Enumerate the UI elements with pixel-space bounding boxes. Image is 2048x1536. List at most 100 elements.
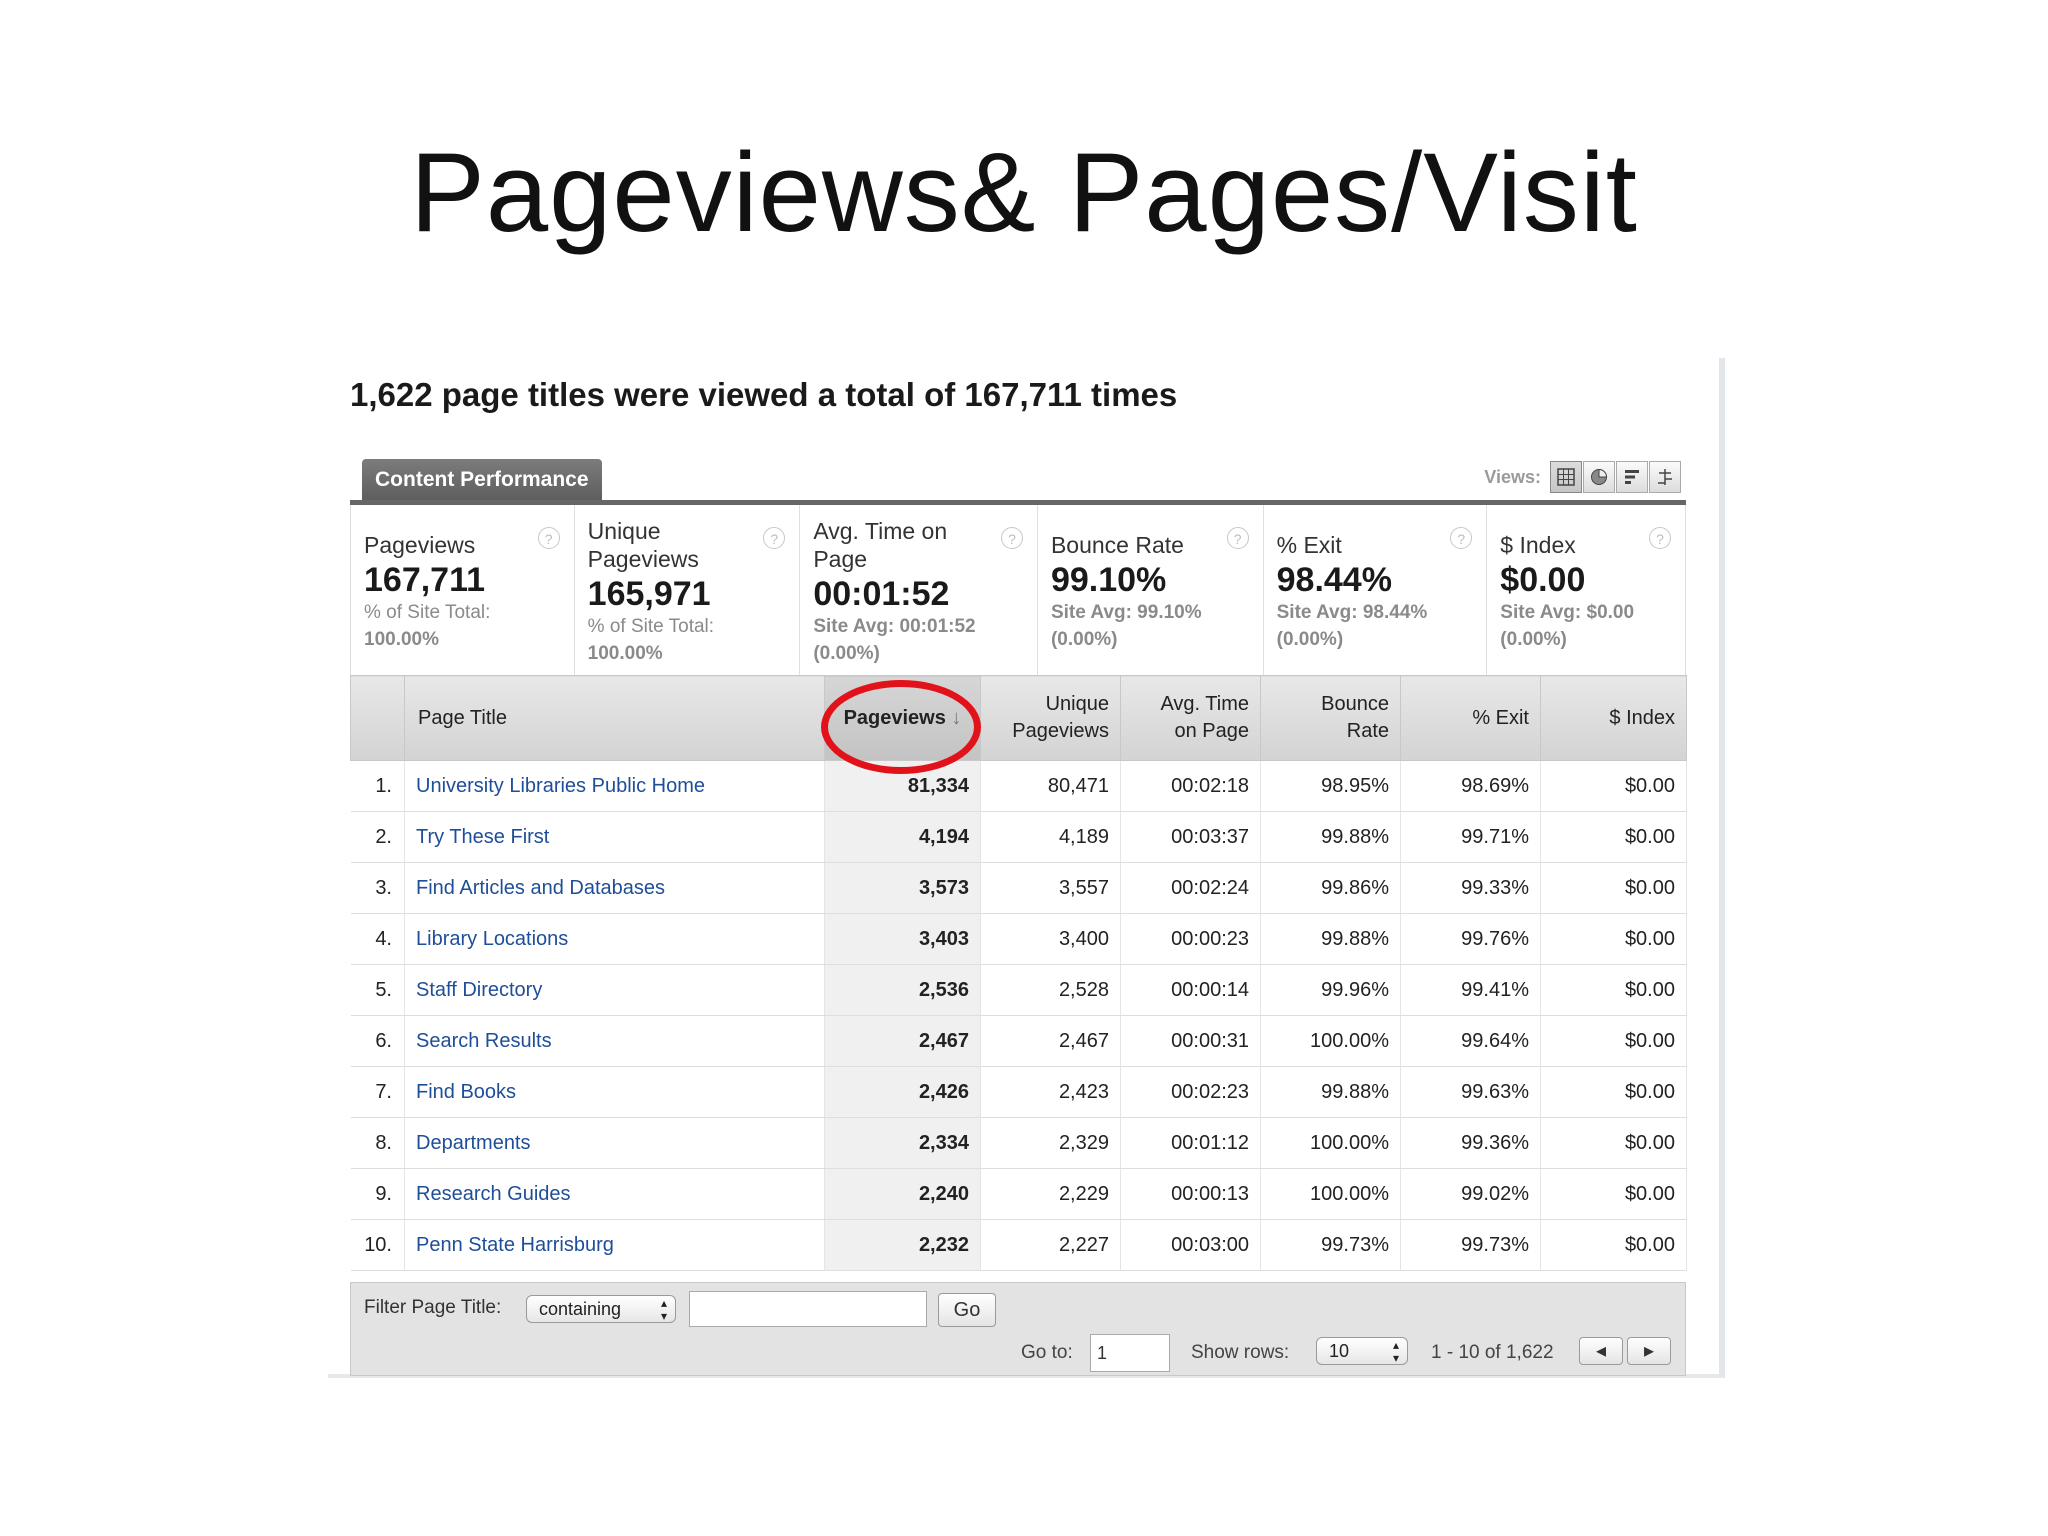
next-page-button[interactable]: ▸	[1627, 1337, 1671, 1365]
cell-index: $0.00	[1540, 811, 1687, 863]
row-index: 2.	[350, 811, 405, 863]
pie-view-icon[interactable]	[1583, 461, 1615, 493]
row-index: 5.	[350, 964, 405, 1016]
table-footer: Filter Page Title: containing ▴ ▾ Go Go t…	[350, 1282, 1686, 1376]
metric-unique-pageviews: Unique Pageviews 165,971 % of Site Total…	[575, 505, 801, 675]
metric-value: 99.10%	[1050, 561, 1167, 599]
show-rows-label: Show rows:	[1191, 1342, 1290, 1363]
metric-label: % Exit	[1276, 532, 1342, 558]
table-row: 6. Search Results 2,467 2,467 00:00:31 100.00…	[350, 1015, 1687, 1067]
cell-exit: 99.64%	[1400, 1015, 1541, 1067]
cell-index: $0.00	[1540, 1015, 1687, 1067]
metric-label: Bounce Rate	[1050, 532, 1184, 558]
page-title-link[interactable]: Find Articles and Databases	[416, 876, 666, 899]
cell-bounce-rate: 99.88%	[1260, 811, 1401, 863]
row-index: 6.	[350, 1015, 405, 1067]
filter-input[interactable]	[689, 1291, 927, 1327]
help-icon[interactable]: ?	[537, 527, 560, 549]
help-icon[interactable]: ?	[1649, 527, 1671, 549]
metric-sub: (0.00%)	[1050, 629, 1118, 650]
table-header-row: Page Title Pageviews ↓ Unique Pageviews …	[350, 675, 1687, 761]
slide-title: Pageviews& Pages/Visit	[410, 130, 1638, 255]
cell-avg-time: 00:00:14	[1120, 964, 1261, 1016]
col-header-avg-time[interactable]: Avg. Time on Page	[1120, 675, 1261, 761]
col-header-index	[350, 675, 405, 761]
cell-exit: 99.02%	[1400, 1168, 1541, 1220]
page-title-link[interactable]: Find Books	[416, 1080, 517, 1103]
cell-page-title: Departments	[404, 1117, 825, 1169]
col-header-unique-pageviews[interactable]: Unique Pageviews	[980, 675, 1121, 761]
content-table: Page Title Pageviews ↓ Unique Pageviews …	[350, 675, 1687, 1271]
metric-label: Pageviews	[364, 532, 476, 558]
col-header-bounce-rate[interactable]: Bounce Rate	[1260, 675, 1401, 761]
page-title-link[interactable]: Library Locations	[416, 927, 569, 950]
metric-sub: Site Avg: 00:01:52	[813, 616, 976, 637]
row-index: 4.	[350, 913, 405, 965]
metric-exit: % Exit 98.44% Site Avg: 98.44% (0.00%) ?	[1264, 505, 1488, 675]
table-row: 8. Departments 2,334 2,329 00:01:12 100.00% 99…	[350, 1117, 1687, 1169]
metric-sub: Site Avg: 99.10%	[1050, 602, 1202, 623]
help-icon[interactable]: ?	[1226, 527, 1249, 549]
metric-sub: Site Avg: $0.00	[1500, 602, 1635, 623]
col-header-index-dollar[interactable]: $ Index	[1540, 675, 1687, 761]
row-index: 8.	[350, 1117, 405, 1169]
sort-desc-icon: ↓	[951, 706, 962, 729]
cell-pageviews: 3,403	[824, 913, 981, 965]
chevron-left-icon: ◂	[1595, 1340, 1607, 1362]
row-index: 9.	[350, 1168, 405, 1220]
page-title-link[interactable]: University Libraries Public Home	[416, 774, 705, 797]
pivot-view-icon[interactable]	[1649, 461, 1681, 493]
cell-pageviews: 2,467	[824, 1015, 981, 1067]
prev-page-button[interactable]: ◂	[1579, 1337, 1623, 1365]
cell-bounce-rate: 99.88%	[1260, 1066, 1401, 1118]
show-rows-select[interactable]: 10 ▴ ▾	[1316, 1337, 1408, 1365]
cell-pageviews: 2,426	[824, 1066, 981, 1118]
metric-label: $ Index	[1500, 532, 1576, 558]
col-header-label: Pageviews	[843, 706, 946, 729]
bar-view-icon[interactable]	[1616, 461, 1648, 493]
col-header-pageviews[interactable]: Pageviews ↓	[824, 675, 981, 761]
cell-index: $0.00	[1540, 1219, 1687, 1271]
page-title-link[interactable]: Penn State Harrisburg	[416, 1233, 614, 1256]
metric-label: Page	[813, 546, 868, 572]
page-title-link[interactable]: Search Results	[416, 1029, 552, 1052]
metric-value: 98.44%	[1276, 561, 1392, 599]
metric-label: Unique	[587, 518, 661, 544]
col-header-exit[interactable]: % Exit	[1400, 675, 1541, 761]
cell-unique-pageviews: 3,400	[980, 913, 1121, 965]
cell-exit: 99.73%	[1400, 1219, 1541, 1271]
cell-bounce-rate: 99.86%	[1260, 862, 1401, 914]
cell-avg-time: 00:00:23	[1120, 913, 1261, 965]
metric-value: 167,711	[364, 561, 486, 599]
cell-unique-pageviews: 2,467	[980, 1015, 1121, 1067]
cell-pageviews: 2,536	[824, 964, 981, 1016]
go-button[interactable]: Go	[938, 1293, 996, 1327]
cell-pageviews: 2,232	[824, 1219, 981, 1271]
tab-content-performance[interactable]: Content Performance	[362, 459, 602, 501]
cell-unique-pageviews: 2,423	[980, 1066, 1121, 1118]
cell-avg-time: 00:03:37	[1120, 811, 1261, 863]
help-icon[interactable]: ?	[763, 527, 786, 549]
table-view-icon[interactable]	[1550, 461, 1582, 493]
page-title-link[interactable]: Try These First	[416, 825, 550, 848]
goto-input[interactable]: 1	[1090, 1334, 1170, 1372]
cell-bounce-rate: 100.00%	[1260, 1117, 1401, 1169]
col-header-page-title[interactable]: Page Title	[404, 675, 825, 761]
page-title-link[interactable]: Departments	[416, 1131, 531, 1154]
page-title-link[interactable]: Research Guides	[416, 1182, 571, 1205]
filter-mode-select[interactable]: containing ▴ ▾	[526, 1295, 676, 1323]
help-icon[interactable]: ?	[1000, 527, 1023, 549]
cell-pageviews: 4,194	[824, 811, 981, 863]
metric-label: Pageviews	[587, 546, 699, 572]
metric-sub: (0.00%)	[1500, 629, 1567, 650]
help-icon[interactable]: ?	[1450, 527, 1473, 549]
table-row: 2. Try These First 4,194 4,189 00:03:37 99.88…	[350, 811, 1687, 863]
views-switcher: Views:	[1484, 458, 1681, 496]
cell-index: $0.00	[1540, 964, 1687, 1016]
cell-avg-time: 00:00:13	[1120, 1168, 1261, 1220]
select-arrows-icon: ▴ ▾	[660, 1296, 667, 1323]
cell-pageviews: 2,240	[824, 1168, 981, 1220]
cell-unique-pageviews: 3,557	[980, 862, 1121, 914]
cell-index: $0.00	[1540, 1066, 1687, 1118]
page-title-link[interactable]: Staff Directory	[416, 978, 543, 1001]
